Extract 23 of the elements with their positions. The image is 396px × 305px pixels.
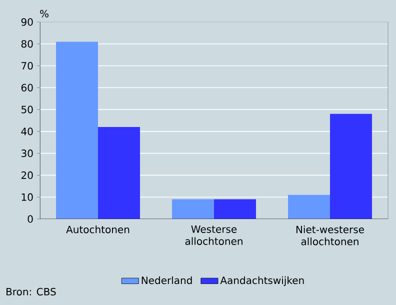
y-tick-label: 70 (22, 62, 33, 70)
legend-label: Nederland (142, 276, 192, 284)
legend-label: Aandachtswijken (220, 276, 304, 286)
bar (330, 114, 372, 219)
x-tick-label: Westerse allochtonen (185, 226, 242, 245)
text: Bron: CBS (6, 288, 56, 296)
bar (56, 42, 98, 219)
y-tick-label: 90 (21, 18, 33, 26)
y-tick-label: 10 (22, 193, 33, 201)
y-tick-label: 40 (21, 128, 33, 136)
y-axis-title: % (40, 10, 48, 18)
y-tick-label: 30 (22, 150, 33, 158)
y-tick-label: 50 (22, 106, 33, 114)
y-tick-label: 0 (28, 215, 33, 223)
x-tick-label: Niet-westerse allochtonen (296, 226, 364, 246)
x-tick-label: Autochtonen (66, 226, 130, 234)
bar (288, 194, 330, 219)
y-tick-label: 60 (21, 84, 33, 92)
bar (172, 199, 214, 219)
y-tick-label: 20 (21, 171, 33, 179)
bar (98, 127, 140, 219)
y-tick-label: 80 (21, 40, 33, 48)
bar (214, 199, 256, 219)
